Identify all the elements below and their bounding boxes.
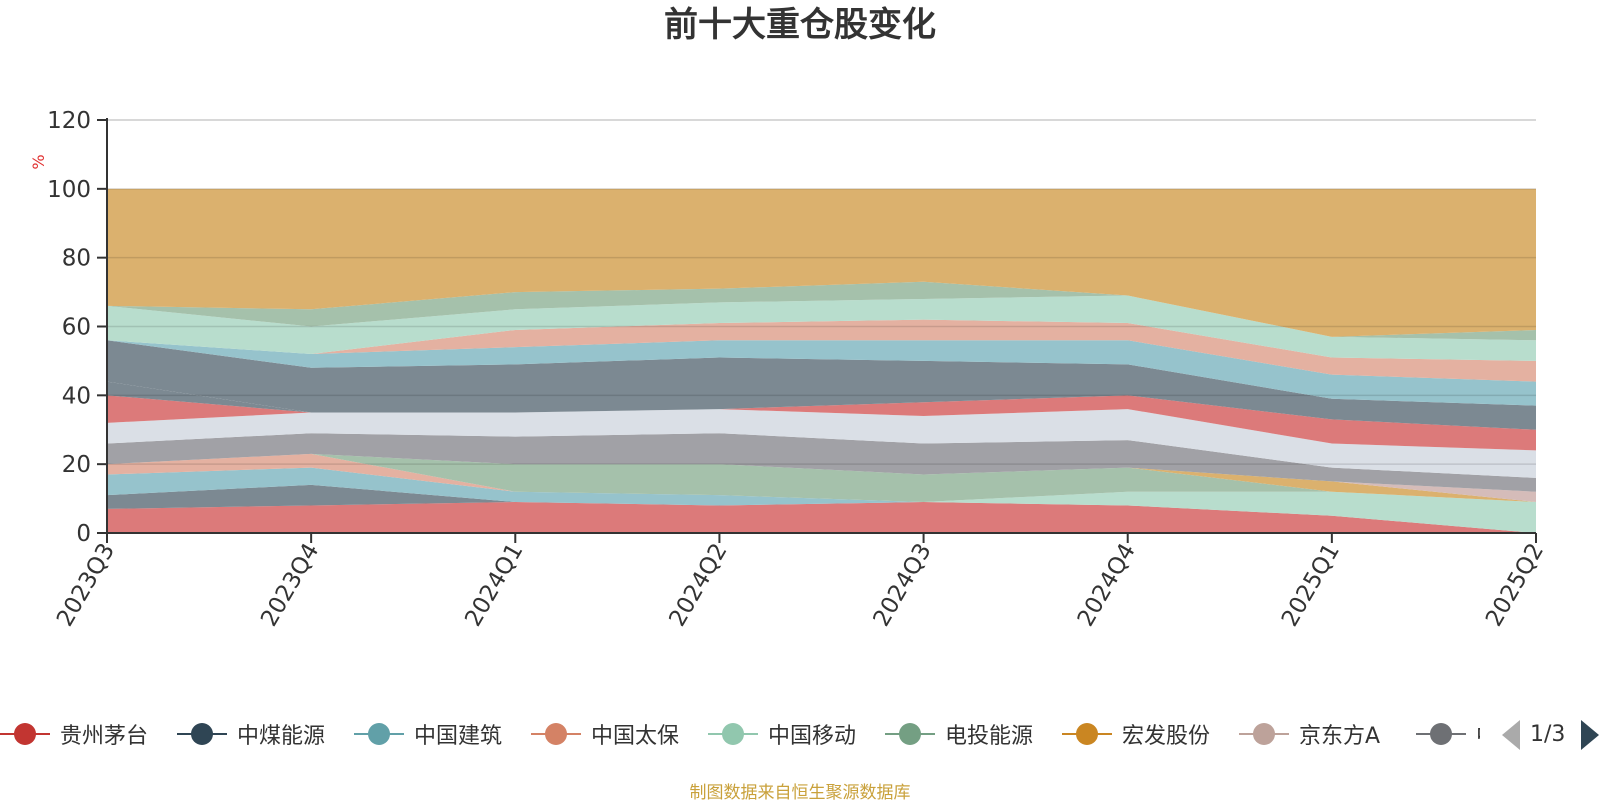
area-layer (107, 319, 1536, 382)
legend-item[interactable]: 中国移动 (708, 716, 856, 752)
legend-marker-icon (1062, 719, 1112, 749)
legend-item[interactable]: 京东方A (1239, 716, 1380, 752)
area-layer (107, 453, 1536, 503)
area-layer (107, 188, 1536, 337)
area-layer (107, 433, 1536, 492)
area-layer (107, 502, 1536, 533)
area-layer (107, 295, 1536, 361)
legend-item[interactable]: 中煤能源 (177, 716, 325, 752)
legend-marker-icon (177, 719, 227, 749)
legend-item[interactable]: 贵州茅台 (0, 716, 148, 752)
x-tick-label: 2023Q3 (52, 539, 120, 631)
area-layer (107, 467, 1536, 533)
y-tick-label: 100 (47, 177, 91, 203)
legend-label: 贵州茅台 (60, 724, 149, 749)
area-layer (107, 340, 1536, 430)
legend-label: 中煤能源 (237, 724, 326, 749)
legend-label: 京东方A (1299, 724, 1381, 749)
legend-pager: 1/3 (1498, 718, 1600, 754)
y-tick-label: 80 (62, 246, 91, 272)
legend-item[interactable]: 中 (1416, 716, 1480, 752)
legend-item[interactable]: 宏发股份 (1062, 716, 1210, 752)
x-tick-label: 2024Q3 (869, 539, 937, 631)
chart-legend: 贵州茅台 中煤能源 中国建筑 中国太保 中国移动 电投能源 宏发股份 京东方A 中 (0, 716, 1480, 756)
area-layer (107, 409, 1536, 478)
area-layer (107, 484, 1536, 533)
area-layer (107, 453, 1536, 533)
x-tick-label: 2023Q4 (256, 539, 324, 631)
legend-marker-icon (531, 719, 581, 749)
legend-label: 中国建筑 (414, 724, 503, 749)
x-tick-label: 2024Q2 (664, 539, 732, 631)
legend-marker-icon (354, 719, 404, 749)
legend-item[interactable]: 中国太保 (531, 716, 679, 752)
legend-marker-icon (1416, 719, 1466, 749)
legend-label: 中国移动 (768, 724, 857, 749)
legend-label: 电投能源 (945, 724, 1034, 749)
legend-label: 中 (1476, 718, 1480, 750)
x-tick-label: 2025Q2 (1481, 539, 1549, 631)
data-source-note: 制图数据来自恒生聚源数据库 (689, 783, 911, 803)
legend-marker-icon (708, 719, 758, 749)
x-tick-label: 2025Q1 (1277, 539, 1345, 631)
x-tick-label: 2024Q4 (1073, 539, 1141, 631)
legend-marker-icon (885, 719, 935, 749)
grid-lines (107, 119, 1536, 465)
legend-marker-icon (1239, 719, 1289, 749)
y-axis-unit-label: % (29, 154, 48, 169)
legend-label: 宏发股份 (1122, 724, 1211, 749)
y-tick-label: 60 (62, 315, 91, 341)
y-tick-label: 0 (76, 521, 91, 547)
x-tick-label: 2024Q1 (460, 539, 528, 631)
y-tick-label: 40 (62, 383, 91, 409)
legend-marker-icon (0, 719, 50, 749)
y-tick-label: 120 (47, 108, 91, 134)
legend-label: 中国太保 (591, 724, 680, 749)
area-layer (107, 340, 1536, 406)
legend-item[interactable]: 中国建筑 (354, 716, 502, 752)
area-layers (107, 188, 1536, 533)
chart-title: 前十大重仓股变化 (664, 5, 936, 45)
legend-prev-page-icon[interactable] (1502, 720, 1520, 750)
stacked-area-chart: 0 20 40 60 80 100 120 2023Q3 2023Q4 2024Q1 2024Q2 2… (29, 108, 1549, 631)
legend-next-page-icon[interactable] (1581, 720, 1599, 750)
area-layer (107, 453, 1536, 533)
area-layer (107, 281, 1536, 341)
legend-page-indicator: 1/3 (1530, 722, 1566, 747)
area-layer (107, 395, 1536, 451)
legend-item[interactable]: 电投能源 (885, 716, 1033, 752)
area-layer (107, 453, 1536, 503)
y-tick-label: 20 (62, 452, 91, 478)
